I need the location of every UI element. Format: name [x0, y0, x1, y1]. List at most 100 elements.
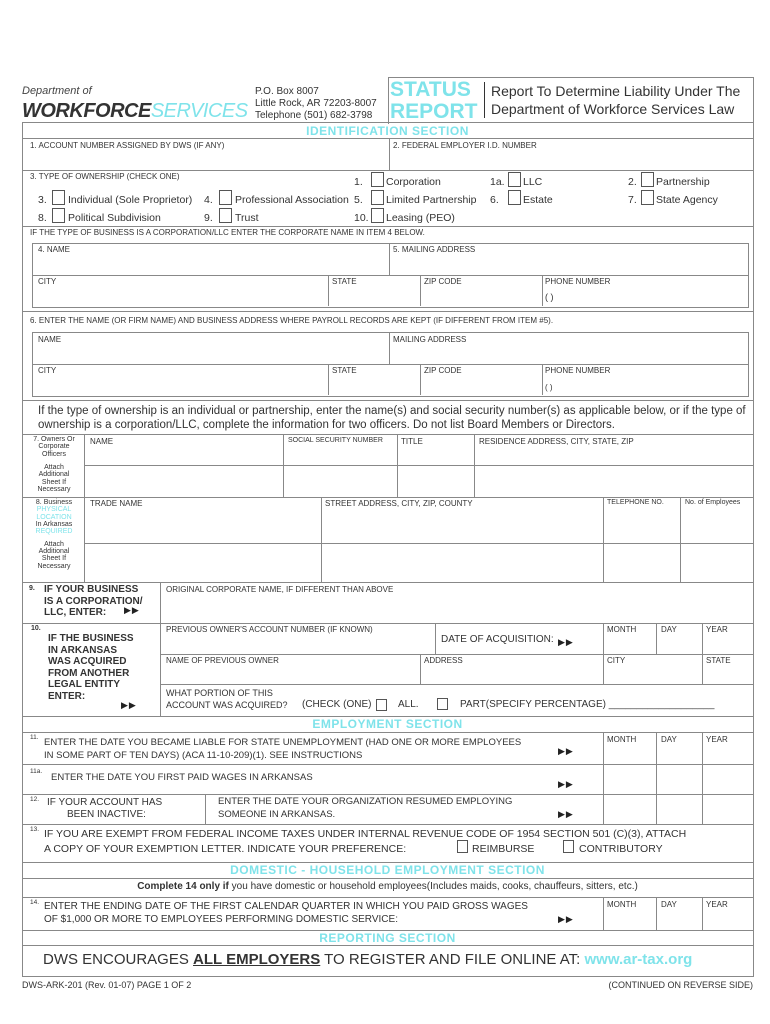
divider — [84, 465, 753, 466]
acq-day-field[interactable]: DAY — [661, 625, 677, 634]
logo-services-text: SERVICES — [150, 100, 248, 122]
item-13-number: 13. — [30, 826, 40, 833]
acq-month-field[interactable]: MONTH — [607, 625, 637, 634]
form-border — [22, 122, 754, 977]
divider — [420, 275, 421, 306]
divider — [22, 930, 753, 931]
state-field[interactable]: STATE — [332, 277, 357, 286]
checkbox-reimburse[interactable] — [457, 840, 468, 853]
attach-line: Additional — [38, 548, 70, 556]
item-9-line: IF YOUR BUSINESS — [44, 584, 139, 595]
divider — [32, 364, 748, 365]
checkbox-contributory[interactable] — [563, 840, 574, 853]
divider — [603, 497, 604, 582]
trade-name-field[interactable]: TRADE NAME — [90, 499, 143, 508]
zip-field[interactable]: ZIP CODE — [424, 277, 462, 286]
option-num: 6. — [490, 194, 499, 206]
divider — [656, 623, 657, 654]
option-num: 8. — [38, 212, 47, 224]
mailing-address-field[interactable]: 5. MAILING ADDRESS — [393, 245, 476, 254]
checkbox-individual[interactable] — [52, 190, 65, 205]
divider — [84, 543, 753, 544]
street-address-field[interactable]: STREET ADDRESS, CITY, ZIP, COUNTY — [325, 499, 473, 508]
online-filing-message: DWS ENCOURAGES ALL EMPLOYERS TO REGISTER… — [43, 951, 692, 968]
item-10-line: LEGAL ENTITY — [48, 679, 121, 690]
address-city: Little Rock, AR 72203-8007 — [255, 98, 377, 109]
divider — [283, 434, 284, 497]
divider — [22, 497, 753, 498]
item-12-line-4: SOMEONE IN ARKANSAS. — [218, 809, 336, 820]
option-label: Professional Association — [235, 194, 349, 206]
checkbox-part[interactable] — [437, 698, 448, 710]
liable-month-field[interactable]: MONTH — [607, 735, 637, 744]
domestic-month-field[interactable]: MONTH — [607, 900, 637, 909]
phone-field[interactable]: PHONE NUMBER — [545, 277, 611, 286]
checkbox-partnership[interactable] — [641, 172, 654, 187]
payroll-state-field[interactable]: STATE — [332, 366, 357, 375]
payroll-phone-field[interactable]: PHONE NUMBER — [545, 366, 611, 375]
previous-owner-city-field[interactable]: CITY — [607, 656, 626, 665]
domestic-day-field[interactable]: DAY — [661, 900, 677, 909]
payroll-city-field[interactable]: CITY — [38, 366, 57, 375]
checkbox-corporation[interactable] — [371, 172, 384, 187]
checkbox-all[interactable] — [376, 699, 387, 711]
item-10-line: FROM ANOTHER — [48, 667, 130, 679]
item-11a-text: ENTER THE DATE YOU FIRST PAID WAGES IN A… — [51, 772, 313, 783]
owner-ssn-field[interactable]: SOCIAL SECURITY NUMBER — [288, 437, 383, 444]
item-10-line: IF THE BUSINESS — [48, 633, 134, 644]
checkbox-estate[interactable] — [508, 190, 521, 205]
payroll-zip-field[interactable]: ZIP CODE — [424, 366, 462, 375]
option-label: LLC — [523, 176, 543, 188]
previous-owner-account-field[interactable]: PREVIOUS OWNER'S ACCOUNT NUMBER (IF KNOW… — [166, 625, 373, 634]
option-num: 9. — [204, 212, 213, 224]
check-one-label: (CHECK (ONE) — [302, 699, 372, 710]
name-field[interactable]: 4. NAME — [38, 245, 71, 254]
payroll-mailing-field[interactable]: MAILING ADDRESS — [393, 335, 467, 344]
checkbox-trust[interactable] — [219, 208, 232, 223]
liable-day-field[interactable]: DAY — [661, 735, 677, 744]
option-label: Estate — [523, 194, 553, 206]
business-label-line: 8. Business — [35, 499, 73, 506]
option-num: 1. — [354, 176, 363, 188]
owner-title-field[interactable]: TITLE — [401, 437, 423, 446]
checkbox-leasing-peo[interactable] — [371, 208, 384, 223]
option-num: 10. — [354, 212, 369, 224]
attach-line: Attach — [44, 540, 64, 548]
previous-owner-state-field[interactable]: STATE — [706, 656, 731, 665]
attach-line: Sheet If — [41, 478, 67, 486]
acq-year-field[interactable]: YEAR — [706, 625, 728, 634]
checkbox-political-subdivision[interactable] — [52, 208, 65, 223]
payroll-name-field[interactable]: NAME — [38, 335, 62, 344]
domestic-section-header: DOMESTIC - HOUSEHOLD EMPLOYMENT SECTION — [230, 863, 545, 877]
arrow-icon: ▶▶ — [558, 637, 574, 647]
option-label: Partnership — [656, 176, 710, 188]
item-9-number: 9. — [29, 585, 35, 592]
telephone-no-field[interactable]: TELEPHONE NO. — [607, 499, 664, 506]
city-field[interactable]: CITY — [38, 277, 57, 286]
item-10-line: ENTER: — [48, 690, 86, 702]
owner-name-field[interactable]: NAME — [90, 437, 114, 446]
checkbox-state-agency[interactable] — [641, 190, 654, 205]
divider — [22, 170, 753, 171]
checkbox-limited-partnership[interactable] — [371, 190, 384, 205]
original-corporate-name-field[interactable]: ORIGINAL CORPORATE NAME, IF DIFFERENT TH… — [166, 585, 394, 594]
liable-year-field[interactable]: YEAR — [706, 735, 728, 744]
previous-owner-name-field[interactable]: NAME OF PREVIOUS OWNER — [166, 656, 279, 665]
ar-tax-link[interactable]: www.ar-tax.org — [584, 951, 693, 968]
item-12-line-1: IF YOUR ACCOUNT HAS — [47, 797, 163, 808]
domestic-year-field[interactable]: YEAR — [706, 900, 728, 909]
attach-line: Necessary — [37, 562, 71, 570]
previous-owner-address-field[interactable]: ADDRESS — [424, 656, 463, 665]
checkbox-llc[interactable] — [508, 172, 521, 187]
business-label-line: In Arkansas — [35, 521, 73, 529]
employees-field[interactable]: No. of Employees — [685, 499, 741, 506]
owner-residence-field[interactable]: RESIDENCE ADDRESS, CITY, STATE, ZIP — [479, 437, 634, 446]
checkbox-professional-association[interactable] — [219, 190, 232, 205]
owners-label-line: Corporate — [38, 443, 70, 451]
part-percentage-field[interactable]: PART(SPECIFY PERCENTAGE) _______________… — [460, 699, 715, 710]
domestic-note-rest: you have domestic or household employees… — [228, 881, 638, 892]
divider — [22, 824, 753, 825]
arrow-icon: ▶▶ — [558, 746, 574, 756]
divider — [680, 497, 681, 582]
divider — [160, 684, 753, 685]
